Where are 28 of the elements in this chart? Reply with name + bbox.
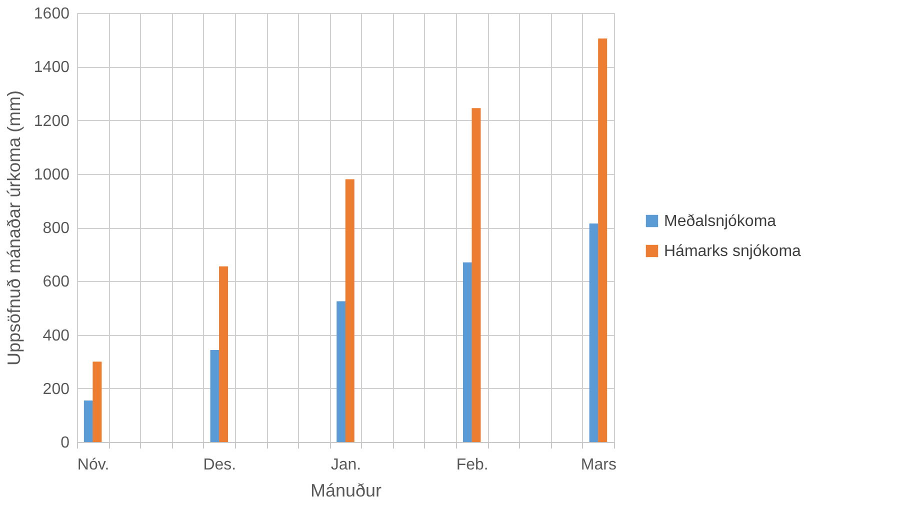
y-tick-label: 200 xyxy=(42,380,70,398)
bar xyxy=(472,108,481,442)
y-tick-label: 400 xyxy=(42,327,70,344)
bar xyxy=(336,301,346,442)
x-axis-title: Mánuður xyxy=(310,480,382,500)
bar xyxy=(598,38,608,442)
x-tick-label: Des. xyxy=(203,456,236,474)
y-tick-label: 1400 xyxy=(34,59,70,76)
bar xyxy=(210,350,220,442)
bar xyxy=(219,266,228,442)
y-tick-label: 1000 xyxy=(34,166,70,184)
y-tick-label: 600 xyxy=(42,274,70,291)
y-tick-label: 1200 xyxy=(34,112,70,130)
legend-label: Meðalsnjókoma xyxy=(664,213,776,230)
bar xyxy=(92,362,102,442)
y-tick-label: 0 xyxy=(60,434,70,452)
x-tick-label: Jan. xyxy=(330,456,362,474)
legend-label: Hámarks snjókoma xyxy=(664,243,802,260)
y-axis-title: Uppsöfnuð mánaðar úrkoma (mm) xyxy=(4,90,24,366)
x-tick-label: Nóv. xyxy=(77,456,110,474)
x-tick-label: Feb. xyxy=(456,456,488,474)
bar xyxy=(589,223,598,442)
x-tick-label: Mars xyxy=(580,456,616,474)
y-tick-label: 800 xyxy=(42,220,70,237)
bar xyxy=(345,179,354,442)
bar xyxy=(462,262,472,442)
bar xyxy=(84,400,93,442)
y-tick-label: 1600 xyxy=(34,6,70,22)
